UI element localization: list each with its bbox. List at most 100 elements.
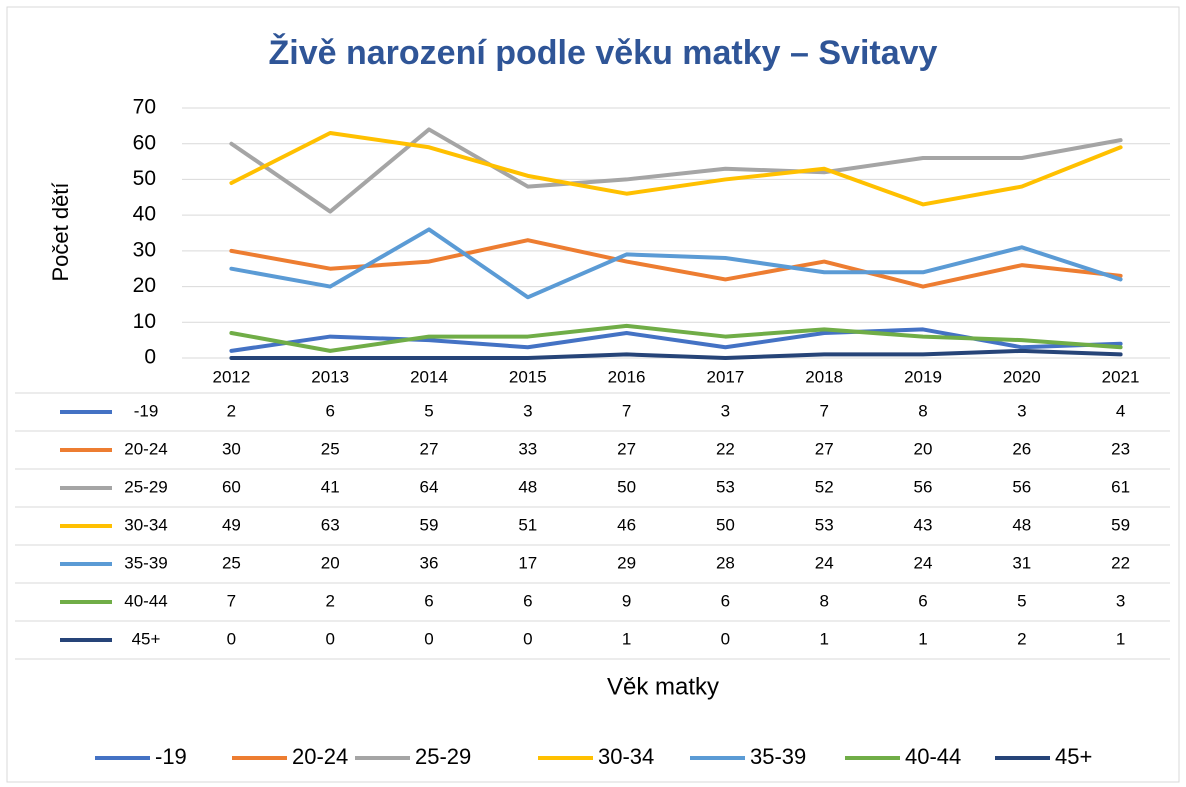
- x-tick-label: 2016: [608, 367, 646, 386]
- table-cell: 3: [1017, 401, 1026, 420]
- table-cell: 2: [325, 591, 334, 610]
- table-cell: 9: [622, 591, 631, 610]
- table-cell: 53: [815, 515, 834, 534]
- table-cell: 2: [227, 401, 236, 420]
- table-cell: 48: [1012, 515, 1031, 534]
- x-tick-label: 2019: [904, 367, 942, 386]
- table-row-label: 35-39: [124, 553, 167, 572]
- table-row-label: 40-44: [124, 591, 167, 610]
- table-cell: 0: [325, 629, 334, 648]
- table-cell: 33: [518, 439, 537, 458]
- table-row-label: 25-29: [124, 477, 167, 496]
- table-cell: 61: [1111, 477, 1130, 496]
- table-cell: 17: [518, 553, 537, 572]
- table-cell: 52: [815, 477, 834, 496]
- table-cell: 63: [321, 515, 340, 534]
- table-cell: 26: [1012, 439, 1031, 458]
- y-tick-label: 70: [133, 96, 156, 119]
- table-cell: 29: [617, 553, 636, 572]
- table-cell: 4: [1116, 401, 1125, 420]
- table-cell: 24: [914, 553, 933, 572]
- table-cell: 0: [424, 629, 433, 648]
- table-cell: 1: [622, 629, 631, 648]
- table-cell: 23: [1111, 439, 1130, 458]
- table-cell: 59: [1111, 515, 1130, 534]
- y-axis-title: Počet dětí: [48, 182, 73, 281]
- table-cell: 48: [518, 477, 537, 496]
- table-cell: 27: [617, 439, 636, 458]
- x-tick-label: 2018: [805, 367, 843, 386]
- table-cell: 49: [222, 515, 241, 534]
- table-cell: 7: [819, 401, 828, 420]
- table-cell: 22: [716, 439, 735, 458]
- table-cell: 25: [321, 439, 340, 458]
- table-cell: 3: [721, 401, 730, 420]
- table-cell: 7: [227, 591, 236, 610]
- table-cell: 31: [1012, 553, 1031, 572]
- table-cell: 1: [819, 629, 828, 648]
- x-tick-label: 2020: [1003, 367, 1041, 386]
- table-cell: 59: [420, 515, 439, 534]
- chart-title: Živě narození podle věku matky – Svitavy: [269, 34, 938, 72]
- table-cell: 64: [420, 477, 439, 496]
- table-cell: 46: [617, 515, 636, 534]
- x-tick-label: 2013: [311, 367, 349, 386]
- table-cell: 1: [1116, 629, 1125, 648]
- series-line: [229, 131, 1123, 207]
- table-cell: 50: [617, 477, 636, 496]
- y-tick-label: 40: [133, 203, 156, 226]
- x-tick-label: 2012: [212, 367, 250, 386]
- table-cell: 2: [1017, 629, 1026, 648]
- table-cell: 53: [716, 477, 735, 496]
- table-cell: 6: [424, 591, 433, 610]
- series-line: [229, 238, 1123, 289]
- y-tick-label: 30: [133, 238, 156, 261]
- table-cell: 6: [918, 591, 927, 610]
- table-cell: 22: [1111, 553, 1130, 572]
- series-line: [229, 323, 1123, 353]
- table-cell: 0: [721, 629, 730, 648]
- x-tick-label: 2021: [1102, 367, 1140, 386]
- legend-label: 35-39: [750, 744, 806, 769]
- table-cell: 27: [815, 439, 834, 458]
- table-cell: 5: [424, 401, 433, 420]
- table-cell: 60: [222, 477, 241, 496]
- y-tick-label: 0: [144, 346, 156, 369]
- legend-label: 45+: [1055, 744, 1092, 769]
- table-cell: 5: [1017, 591, 1026, 610]
- series-line: [229, 348, 1123, 360]
- table-cell: 30: [222, 439, 241, 458]
- table-cell: 6: [523, 591, 532, 610]
- table-cell: 20: [914, 439, 933, 458]
- table-cell: 36: [420, 553, 439, 572]
- chart-border: [6, 6, 1180, 783]
- y-tick-label: 60: [133, 131, 156, 154]
- table-cell: 20: [321, 553, 340, 572]
- table-row-label: 30-34: [124, 515, 167, 534]
- table-cell: 28: [716, 553, 735, 572]
- table-cell: 3: [1116, 591, 1125, 610]
- table-cell: 56: [1012, 477, 1031, 496]
- table-cell: 0: [227, 629, 236, 648]
- table-cell: 24: [815, 553, 834, 572]
- x-tick-label: 2015: [509, 367, 547, 386]
- table-cell: 6: [721, 591, 730, 610]
- legend-label: 40-44: [905, 744, 961, 769]
- table-row-label: -19: [134, 401, 159, 420]
- table-cell: 0: [523, 629, 532, 648]
- table-cell: 25: [222, 553, 241, 572]
- legend-label: 20-24: [292, 744, 348, 769]
- y-tick-label: 20: [133, 274, 156, 297]
- table-cell: 3: [523, 401, 532, 420]
- table-cell: 7: [622, 401, 631, 420]
- table-row-label: 20-24: [124, 439, 167, 458]
- series-line: [229, 227, 1123, 300]
- series-line: [229, 127, 1123, 214]
- table-cell: 50: [716, 515, 735, 534]
- x-tick-label: 2017: [706, 367, 744, 386]
- table-row-label: 45+: [132, 629, 161, 648]
- table-cell: 8: [819, 591, 828, 610]
- table-cell: 1: [918, 629, 927, 648]
- legend-label: -19: [155, 744, 187, 769]
